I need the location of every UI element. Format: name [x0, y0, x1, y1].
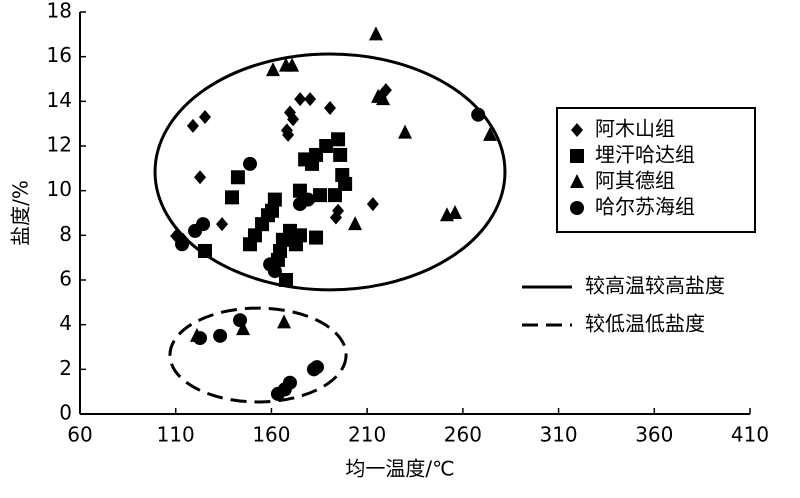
point — [292, 228, 307, 243]
point — [319, 139, 334, 153]
point — [324, 101, 337, 116]
point — [304, 92, 317, 107]
point — [194, 170, 207, 185]
point — [267, 264, 282, 279]
point — [398, 124, 413, 139]
point — [216, 217, 229, 232]
point — [265, 203, 280, 218]
point — [282, 127, 295, 142]
point — [230, 170, 245, 185]
point — [273, 243, 288, 258]
point — [277, 314, 292, 329]
point — [294, 92, 307, 107]
point — [448, 205, 463, 219]
point — [313, 188, 328, 203]
point — [376, 91, 391, 106]
point — [198, 243, 213, 258]
legend-label: 较低温低盐度 — [585, 312, 705, 336]
point — [571, 123, 583, 137]
point — [186, 118, 199, 133]
legend-label: 阿其德组 — [595, 169, 675, 193]
point — [193, 331, 208, 346]
point — [338, 176, 353, 191]
point — [213, 328, 228, 343]
point — [224, 190, 239, 205]
point — [471, 107, 486, 122]
point — [348, 216, 363, 231]
point — [309, 360, 324, 375]
point — [366, 197, 379, 212]
y-tick-label: 2 — [59, 356, 72, 380]
y-tick-label: 8 — [59, 222, 72, 246]
x-tick-label: 110 — [157, 423, 195, 447]
y-axis-label: 盐度/% — [9, 180, 33, 246]
point — [196, 217, 211, 232]
x-tick-label: 260 — [444, 423, 482, 447]
point — [570, 174, 584, 188]
x-tick-label: 160 — [252, 423, 290, 447]
point — [300, 192, 315, 207]
point — [199, 109, 212, 124]
x-tick-label: 360 — [635, 423, 673, 447]
y-tick-label: 16 — [47, 43, 72, 67]
point — [285, 57, 300, 72]
group-ellipse — [168, 306, 348, 404]
point — [368, 26, 383, 41]
y-tick-label: 6 — [59, 267, 72, 291]
point — [242, 156, 257, 171]
legend-label: 埋汗哈达组 — [595, 143, 695, 167]
y-tick-label: 12 — [47, 133, 72, 157]
point — [287, 112, 300, 127]
y-tick-label: 18 — [47, 0, 72, 23]
point — [309, 230, 324, 245]
point — [236, 321, 251, 336]
x-axis-label: 均一温度/℃ — [345, 457, 454, 481]
y-tick-label: 4 — [59, 311, 72, 335]
y-tick-label: 0 — [59, 401, 72, 425]
point — [233, 313, 248, 328]
point — [267, 192, 282, 207]
x-tick-label: 310 — [539, 423, 577, 447]
y-tick-label: 10 — [47, 177, 72, 201]
y-tick-label: 14 — [47, 88, 72, 112]
point — [570, 201, 584, 215]
point — [247, 228, 262, 243]
point — [282, 375, 297, 390]
point — [329, 210, 342, 225]
legend-label: 哈尔苏海组 — [595, 195, 695, 219]
legend-label: 较高温较高盐度 — [585, 274, 725, 298]
group-ellipse — [153, 52, 507, 292]
point — [292, 183, 307, 198]
point — [331, 132, 346, 147]
legend-box — [556, 107, 756, 233]
legend-label: 阿木山组 — [595, 117, 675, 141]
point — [327, 188, 342, 203]
point — [483, 126, 498, 141]
point — [175, 237, 190, 252]
point — [265, 62, 280, 77]
x-tick-label: 410 — [731, 423, 769, 447]
point — [278, 273, 293, 287]
x-tick-label: 210 — [348, 423, 386, 447]
point — [570, 149, 584, 163]
point — [333, 147, 348, 162]
x-tick-label: 60 — [67, 423, 92, 447]
